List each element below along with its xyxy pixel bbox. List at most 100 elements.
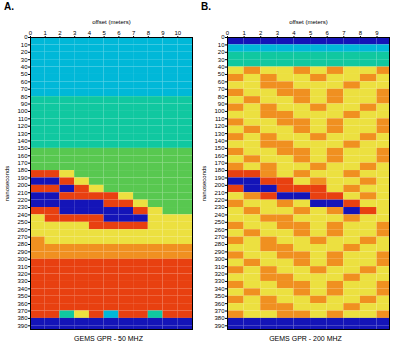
svg-text:280: 280 [214, 241, 225, 247]
svg-text:170: 170 [17, 160, 28, 166]
svg-text:320: 320 [214, 271, 225, 277]
svg-text:130: 130 [214, 131, 225, 137]
svg-text:210: 210 [214, 190, 225, 196]
svg-text:offset (meters): offset (meters) [289, 19, 328, 25]
svg-text:110: 110 [18, 116, 28, 122]
svg-text:5: 5 [102, 30, 106, 36]
svg-text:110: 110 [215, 116, 225, 122]
svg-text:240: 240 [17, 212, 28, 218]
svg-text:120: 120 [17, 123, 28, 129]
svg-text:290: 290 [17, 249, 28, 255]
svg-text:2: 2 [259, 30, 263, 36]
svg-text:180: 180 [17, 167, 28, 173]
svg-text:6: 6 [117, 30, 121, 36]
svg-text:2: 2 [58, 30, 62, 36]
svg-text:70: 70 [218, 86, 225, 92]
svg-text:390: 390 [17, 323, 28, 329]
svg-text:8: 8 [359, 30, 363, 36]
svg-text:320: 320 [17, 271, 28, 277]
svg-text:70: 70 [21, 86, 28, 92]
svg-text:270: 270 [17, 234, 28, 240]
svg-text:160: 160 [214, 153, 225, 159]
svg-text:10: 10 [174, 30, 181, 36]
svg-text:310: 310 [214, 264, 225, 270]
svg-text:50: 50 [21, 71, 28, 77]
svg-text:60: 60 [218, 79, 225, 85]
svg-text:310: 310 [17, 264, 28, 270]
svg-text:290: 290 [214, 249, 225, 255]
svg-text:220: 220 [214, 197, 225, 203]
svg-text:260: 260 [17, 227, 28, 233]
svg-text:370: 370 [214, 308, 225, 314]
svg-text:120: 120 [214, 123, 225, 129]
svg-text:150: 150 [214, 145, 225, 151]
svg-text:10: 10 [21, 42, 28, 48]
svg-text:100: 100 [214, 108, 225, 114]
svg-text:0: 0 [24, 34, 28, 40]
svg-text:250: 250 [17, 219, 28, 225]
svg-text:180: 180 [214, 167, 225, 173]
svg-text:360: 360 [214, 301, 225, 307]
svg-text:20: 20 [21, 49, 28, 55]
svg-text:nanoseconds: nanoseconds [4, 166, 10, 202]
svg-text:190: 190 [17, 175, 28, 181]
svg-text:270: 270 [214, 234, 225, 240]
svg-text:380: 380 [214, 315, 225, 321]
svg-text:80: 80 [21, 94, 28, 100]
svg-text:280: 280 [17, 241, 28, 247]
svg-text:230: 230 [17, 204, 28, 210]
svg-text:20: 20 [218, 49, 225, 55]
svg-text:200: 200 [214, 182, 225, 188]
svg-text:0: 0 [29, 30, 33, 36]
svg-text:1: 1 [44, 30, 48, 36]
svg-text:8: 8 [147, 30, 151, 36]
svg-text:40: 40 [21, 64, 28, 70]
svg-text:6: 6 [326, 30, 330, 36]
svg-text:9: 9 [375, 30, 379, 36]
svg-text:360: 360 [17, 301, 28, 307]
svg-text:5: 5 [309, 30, 313, 36]
svg-text:3: 3 [276, 30, 280, 36]
svg-text:60: 60 [21, 79, 28, 85]
svg-text:340: 340 [17, 286, 28, 292]
svg-text:200: 200 [17, 182, 28, 188]
svg-text:80: 80 [218, 94, 225, 100]
svg-text:220: 220 [17, 197, 28, 203]
svg-text:130: 130 [17, 131, 28, 137]
svg-text:150: 150 [17, 145, 28, 151]
svg-text:50: 50 [218, 71, 225, 77]
svg-text:350: 350 [17, 293, 28, 299]
svg-text:30: 30 [218, 57, 225, 63]
svg-text:190: 190 [214, 175, 225, 181]
svg-text:210: 210 [17, 190, 28, 196]
svg-text:10: 10 [218, 42, 225, 48]
svg-text:1: 1 [242, 30, 246, 36]
svg-text:140: 140 [17, 138, 28, 144]
svg-text:nanoseconds: nanoseconds [201, 166, 207, 202]
svg-text:170: 170 [214, 160, 225, 166]
svg-text:0: 0 [221, 34, 225, 40]
svg-text:380: 380 [17, 315, 28, 321]
svg-text:3: 3 [73, 30, 77, 36]
svg-text:260: 260 [214, 227, 225, 233]
svg-text:7: 7 [132, 30, 136, 36]
svg-text:0: 0 [226, 30, 230, 36]
svg-text:340: 340 [214, 286, 225, 292]
svg-text:390: 390 [214, 323, 225, 329]
svg-text:30: 30 [21, 57, 28, 63]
svg-text:370: 370 [17, 308, 28, 314]
svg-text:350: 350 [214, 293, 225, 299]
svg-text:100: 100 [17, 108, 28, 114]
svg-text:4: 4 [292, 30, 296, 36]
svg-text:330: 330 [17, 278, 28, 284]
svg-text:240: 240 [214, 212, 225, 218]
svg-text:offset (meters): offset (meters) [92, 19, 131, 25]
svg-text:250: 250 [214, 219, 225, 225]
svg-text:330: 330 [214, 278, 225, 284]
svg-text:300: 300 [17, 256, 28, 262]
svg-text:300: 300 [214, 256, 225, 262]
svg-text:40: 40 [218, 64, 225, 70]
svg-text:7: 7 [342, 30, 346, 36]
svg-text:4: 4 [88, 30, 92, 36]
svg-text:140: 140 [214, 138, 225, 144]
